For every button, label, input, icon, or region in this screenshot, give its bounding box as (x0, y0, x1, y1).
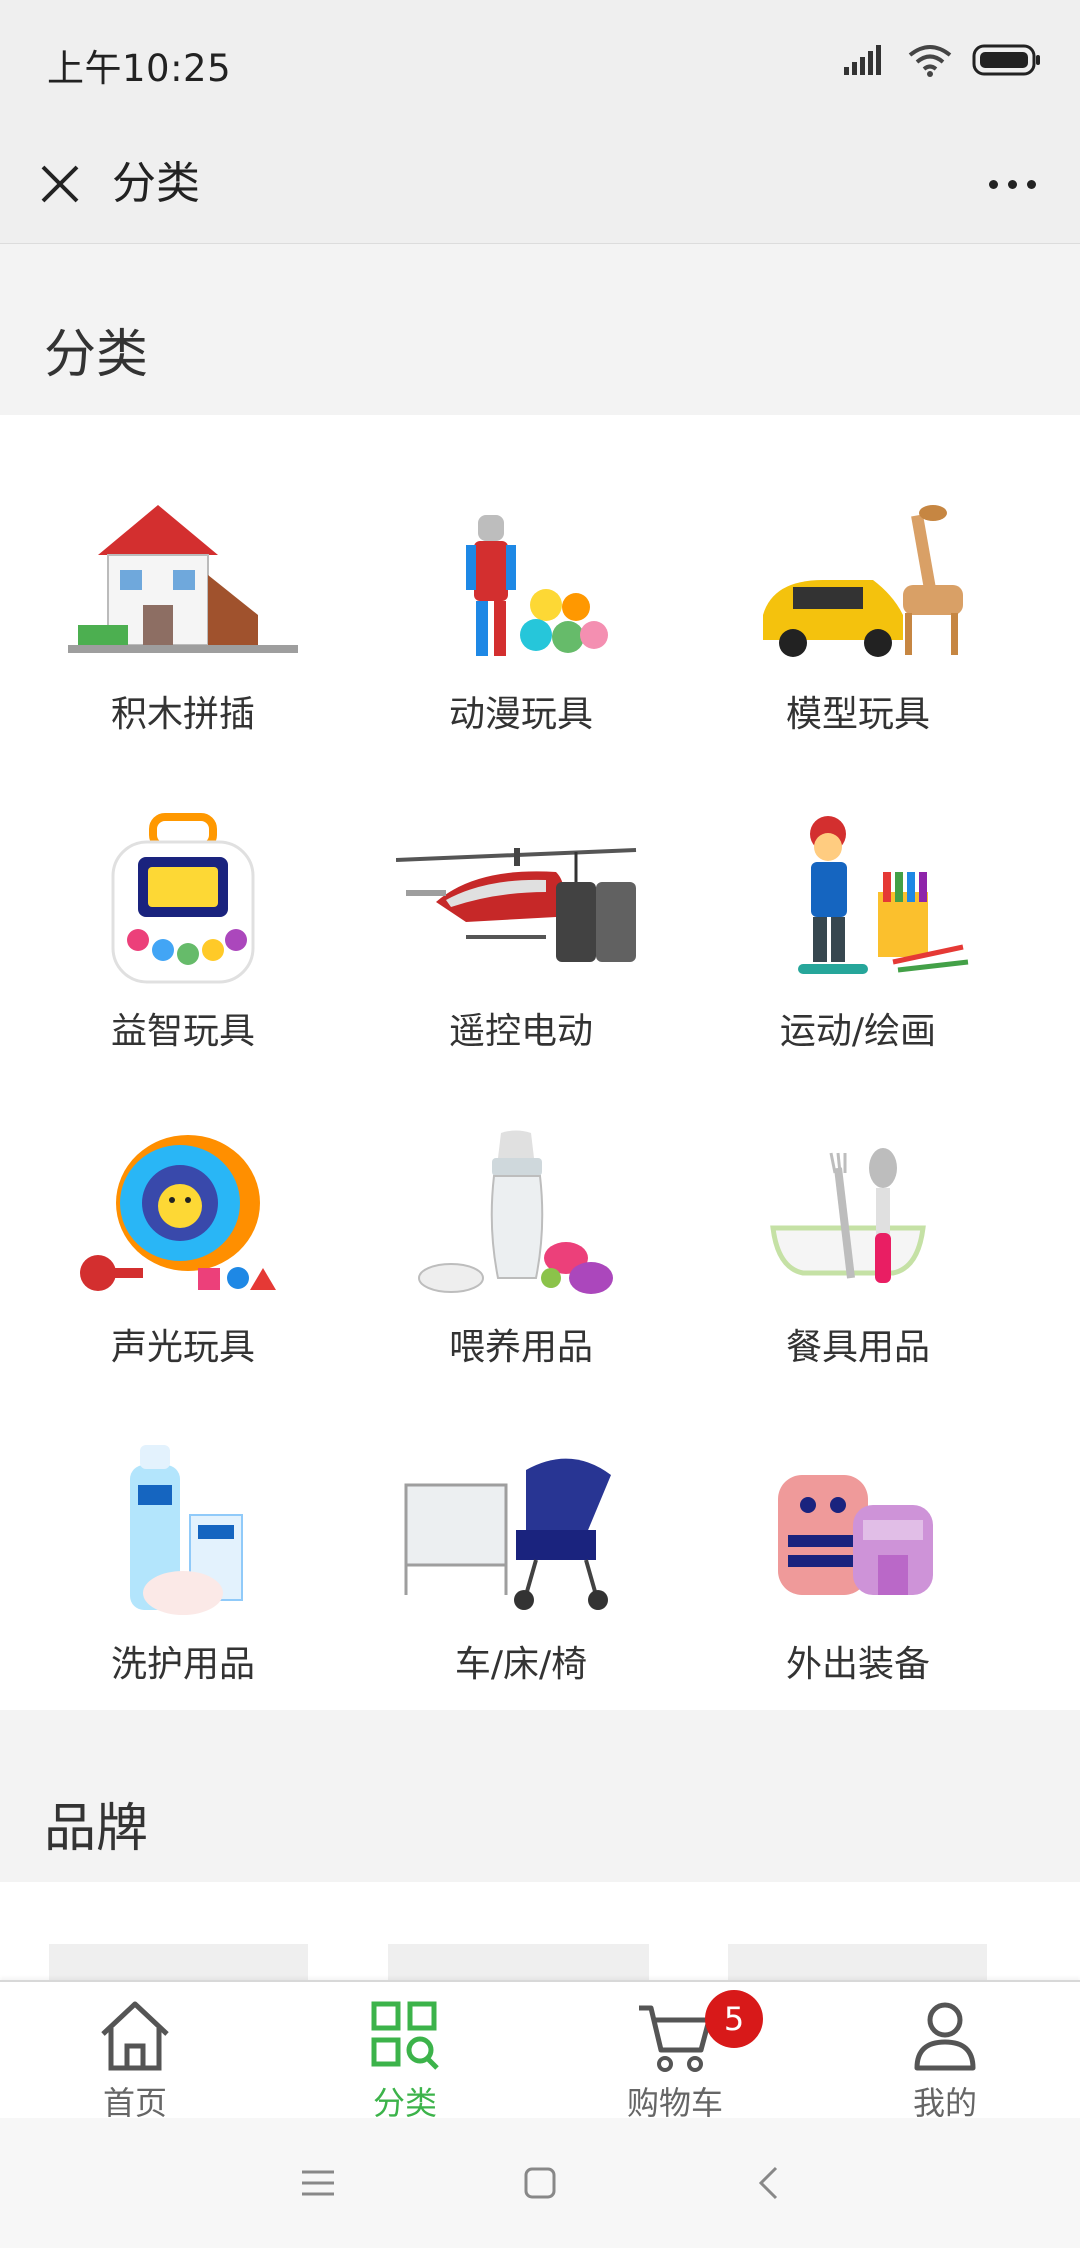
building-blocks-icon (68, 505, 298, 653)
more-dot (1007, 179, 1017, 189)
back-button[interactable] (738, 2158, 798, 2208)
category-label: 益智玩具 (110, 1011, 255, 1052)
status-bar: 上午10:25 (0, 0, 1080, 124)
sound-light-toy-icon (80, 1135, 276, 1291)
brand-item[interactable] (49, 1944, 308, 1984)
category-label: 模型玩具 (785, 694, 930, 735)
backpack-icon (778, 1475, 933, 1595)
category-item[interactable]: 益智玩具 (13, 812, 353, 1122)
bottom-tab-bar: 首页 分类 5 购物车 我的 (0, 1980, 1080, 2122)
category-item[interactable]: 车/床/椅 (351, 1445, 691, 1755)
category-label: 外出装备 (785, 1644, 930, 1685)
battery-icon (972, 44, 1040, 76)
menu-icon (302, 2170, 334, 2196)
stroller-crib-icon (404, 1458, 611, 1610)
status-icons (844, 40, 1042, 80)
category-item[interactable]: 洗护用品 (13, 1445, 353, 1755)
tab-profile[interactable]: 我的 (810, 1982, 1080, 2122)
tab-cart[interactable]: 5 购物车 (540, 1982, 810, 2122)
anime-toy-icon (466, 515, 608, 656)
status-time: 上午10:25 (47, 47, 232, 90)
sports-drawing-icon (798, 816, 969, 974)
more-icon (988, 179, 998, 189)
tab-label: 购物车 (626, 2084, 723, 2122)
feeding-bottle-icon (418, 1130, 613, 1294)
system-nav-bar (0, 2118, 1080, 2248)
category-item[interactable]: 声光玩具 (13, 1128, 353, 1438)
category-item[interactable]: 积木拼插 (13, 495, 353, 805)
signal-icon (844, 45, 881, 75)
page-title: 分类 (112, 158, 200, 209)
category-label: 车/床/椅 (454, 1644, 588, 1685)
home-icon (101, 2001, 169, 2071)
category-item[interactable]: 动漫玩具 (351, 495, 691, 805)
category-grid: 积木拼插 动漫玩具 模型玩具 (0, 415, 1080, 1710)
category-item[interactable]: 喂养用品 (351, 1128, 691, 1438)
category-label: 遥控电动 (448, 1011, 593, 1052)
cart-icon (639, 2005, 712, 2072)
menu-button[interactable] (288, 2158, 348, 2208)
category-item[interactable]: 模型玩具 (688, 495, 1028, 805)
close-button[interactable] (30, 154, 90, 214)
category-section-title: 分类 (44, 325, 149, 385)
brand-section-header: 品牌 (0, 1710, 1080, 1882)
cart-badge: 5 (705, 1990, 763, 2048)
category-label: 餐具用品 (785, 1327, 930, 1368)
category-item[interactable]: 餐具用品 (688, 1128, 1028, 1438)
tab-label: 分类 (372, 2084, 437, 2122)
category-item[interactable]: 遥控电动 (351, 812, 691, 1122)
brand-list (0, 1882, 1080, 1984)
category-label: 积木拼插 (110, 694, 255, 735)
category-item[interactable]: 外出装备 (688, 1445, 1028, 1755)
more-button[interactable] (972, 154, 1052, 214)
category-icon (371, 2001, 439, 2070)
category-label: 运动/绘画 (779, 1011, 937, 1052)
category-label: 声光玩具 (110, 1327, 255, 1368)
brand-item[interactable] (388, 1944, 649, 1984)
brand-section-title: 品牌 (44, 1799, 149, 1859)
category-label: 喂养用品 (448, 1327, 593, 1368)
category-label: 洗护用品 (110, 1644, 255, 1685)
close-icon (41, 165, 79, 203)
nav-bar: 分类 (0, 124, 1080, 244)
home-system-button[interactable] (510, 2158, 570, 2208)
category-item[interactable]: 运动/绘画 (688, 812, 1028, 1122)
tab-label: 我的 (912, 2084, 977, 2122)
user-icon (914, 2002, 976, 2071)
category-label: 动漫玩具 (448, 694, 593, 735)
bath-care-icon (130, 1445, 243, 1615)
rc-helicopter-icon (396, 848, 637, 962)
brand-item[interactable] (728, 1944, 987, 1984)
tab-label: 首页 (102, 2084, 167, 2122)
more-dot (1026, 179, 1036, 189)
tab-home[interactable]: 首页 (0, 1982, 270, 2122)
back-icon (758, 2166, 778, 2200)
square-icon (524, 2167, 556, 2199)
category-section-header: 分类 (0, 244, 1080, 415)
educational-toy-icon (111, 813, 255, 984)
tab-category[interactable]: 分类 (270, 1982, 540, 2122)
model-toy-icon (763, 505, 963, 657)
wifi-icon (908, 45, 952, 77)
tableware-icon (770, 1148, 926, 1283)
